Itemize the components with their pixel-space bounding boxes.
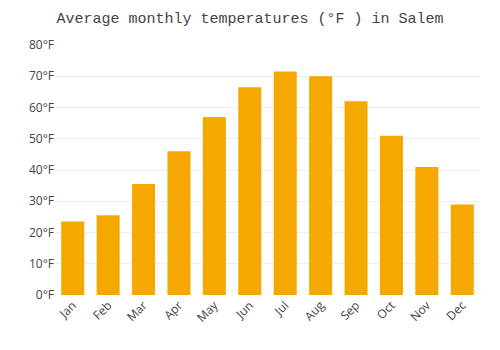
svg-text:30°F: 30°F bbox=[29, 192, 54, 209]
svg-text:Oct: Oct bbox=[373, 297, 399, 323]
svg-text:10°F: 10°F bbox=[29, 255, 54, 272]
svg-text:Apr: Apr bbox=[160, 297, 186, 323]
svg-text:70°F: 70°F bbox=[29, 67, 54, 84]
svg-text:Sep: Sep bbox=[336, 297, 363, 324]
svg-text:Dec: Dec bbox=[442, 297, 469, 324]
svg-text:Average monthly temperatures (: Average monthly temperatures (°F ) in Sa… bbox=[56, 11, 443, 28]
svg-text:Feb: Feb bbox=[89, 297, 115, 323]
svg-text:50°F: 50°F bbox=[29, 130, 54, 147]
svg-text:60°F: 60°F bbox=[29, 99, 54, 116]
svg-text:Jan: Jan bbox=[55, 297, 80, 322]
svg-text:May: May bbox=[193, 296, 222, 325]
svg-text:20°F: 20°F bbox=[29, 224, 54, 241]
svg-text:80°F: 80°F bbox=[29, 36, 54, 53]
svg-text:0°F: 0°F bbox=[36, 286, 54, 303]
svg-text:Aug: Aug bbox=[300, 297, 328, 325]
svg-text:40°F: 40°F bbox=[29, 161, 54, 178]
svg-text:Jun: Jun bbox=[231, 297, 256, 322]
svg-text:Nov: Nov bbox=[406, 297, 434, 325]
svg-text:Mar: Mar bbox=[123, 297, 151, 325]
svg-text:Jul: Jul bbox=[270, 297, 292, 319]
